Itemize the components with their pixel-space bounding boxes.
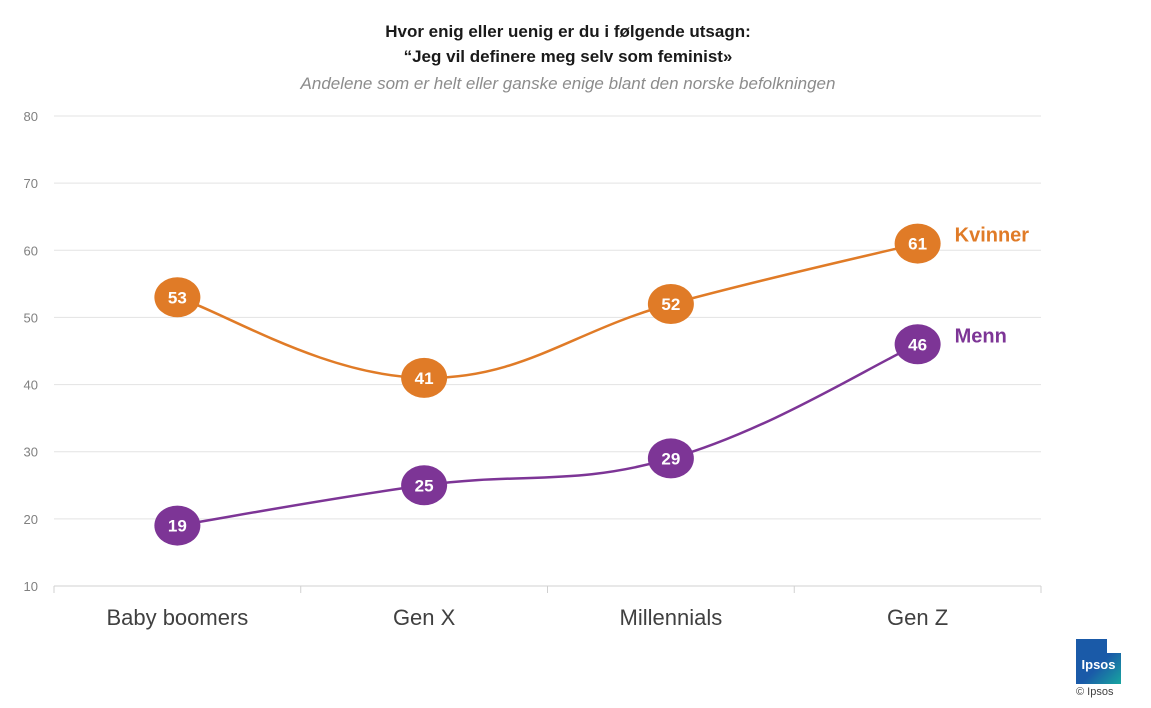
x-tick-label: Baby boomers <box>106 605 248 630</box>
kvinner-marker <box>401 357 448 398</box>
menn-data-label: 19 <box>168 517 187 536</box>
kvinner-marker <box>894 223 941 264</box>
y-tick-label: 70 <box>24 176 38 191</box>
x-tick-label: Millennials <box>620 605 723 630</box>
logo-corner <box>1107 639 1121 653</box>
menn-data-label: 29 <box>661 449 680 468</box>
y-tick-label: 30 <box>24 445 38 460</box>
kvinner-line <box>176 242 918 380</box>
menn-marker <box>154 505 201 546</box>
menn-data-label: 46 <box>908 335 927 354</box>
menn-line <box>177 343 919 527</box>
y-tick-label: 40 <box>24 378 38 393</box>
menn-marker <box>647 438 694 479</box>
copyright-text: © Ipsos <box>1076 686 1114 698</box>
x-tick-label: Gen X <box>393 605 456 630</box>
y-tick-label: 80 <box>24 109 38 124</box>
x-tick-label: Gen Z <box>887 605 948 630</box>
menn-data-label: 25 <box>415 476 434 495</box>
chart-title-line1: Hvor enig eller uenig er du i følgende u… <box>385 22 751 41</box>
kvinner-data-label: 52 <box>661 295 680 314</box>
kvinner-marker <box>647 284 694 324</box>
menn-marker <box>401 465 448 506</box>
kvinner-data-label: 41 <box>415 369 434 388</box>
y-tick-label: 10 <box>24 579 38 594</box>
y-tick-label: 20 <box>24 512 38 527</box>
chart-subtitle: Andelene som er helt eller ganske enige … <box>300 74 836 93</box>
ipsos-logo: Ipsos <box>1076 639 1121 684</box>
y-tick-label: 50 <box>24 310 38 325</box>
menn-series-label: Menn <box>955 325 1007 347</box>
kvinner-data-label: 53 <box>168 288 187 307</box>
logo-text: Ipsos <box>1081 657 1116 672</box>
kvinner-series-label: Kvinner <box>955 225 1030 247</box>
menn-marker <box>894 324 941 365</box>
y-tick-label: 60 <box>24 243 38 258</box>
kvinner-data-label: 61 <box>908 235 927 254</box>
kvinner-marker <box>154 277 201 318</box>
chart-title-line2: “Jeg vil definere meg selv som feminist» <box>404 47 733 66</box>
